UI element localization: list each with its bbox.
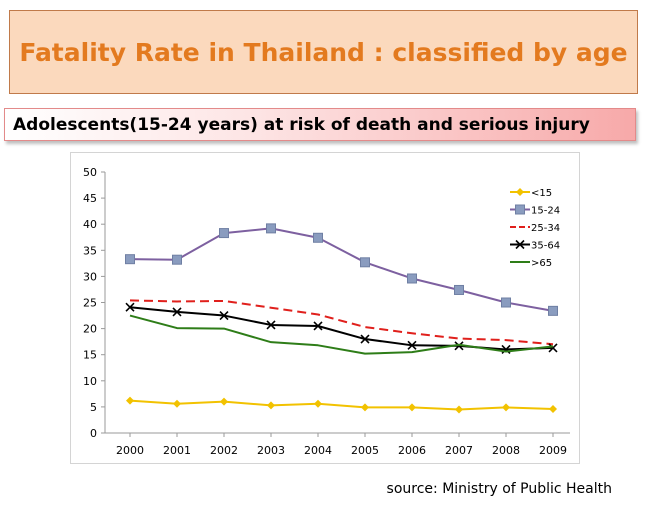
data-point xyxy=(313,232,323,243)
data-point xyxy=(125,302,135,312)
data-point xyxy=(126,396,134,405)
data-point xyxy=(266,320,276,330)
x-tick-label: 2003 xyxy=(257,444,285,457)
y-tick-label: 25 xyxy=(83,297,97,310)
x-tick-label: 2009 xyxy=(539,444,567,457)
data-point xyxy=(267,401,275,410)
data-point xyxy=(173,399,181,408)
y-tick-label: 50 xyxy=(83,166,97,179)
y-tick-label: 45 xyxy=(83,192,97,205)
x-tick-label: 2006 xyxy=(398,444,426,457)
page-title: Fatality Rate in Thailand : classified b… xyxy=(19,37,628,67)
data-point xyxy=(407,273,417,284)
y-tick-label: 5 xyxy=(90,401,97,414)
x-tick-label: 2008 xyxy=(492,444,520,457)
data-point xyxy=(408,403,416,412)
data-point xyxy=(454,341,464,351)
data-point xyxy=(360,334,370,344)
data-point xyxy=(220,397,228,406)
source-note: source: Ministry of Public Health xyxy=(386,481,612,497)
series-0 xyxy=(126,396,557,414)
line-chart: 0 5 10 15 20 25 30 35 40 45 50 2000 2001 2002 2003 2004… xyxy=(83,166,570,457)
x-tick-label: 2007 xyxy=(445,444,473,457)
data-point xyxy=(548,343,558,353)
data-point xyxy=(455,405,463,414)
title-banner: Fatality Rate in Thailand : classified b… xyxy=(9,10,638,94)
data-point xyxy=(125,254,135,265)
legend-label: <15 xyxy=(531,188,552,199)
y-tick-label: 40 xyxy=(83,218,97,231)
data-point xyxy=(407,340,417,350)
subtitle-banner: Adolescents(15-24 years) at risk of deat… xyxy=(4,108,636,141)
chart-frame xyxy=(70,152,580,464)
legend-label: 15-24 xyxy=(531,206,560,217)
x-tick-label: 2001 xyxy=(163,444,191,457)
series-line xyxy=(129,227,554,312)
data-point xyxy=(516,188,524,196)
series-line xyxy=(129,399,554,411)
data-point xyxy=(172,254,182,265)
series-line xyxy=(129,314,554,355)
page-subtitle: Adolescents(15-24 years) at risk of deat… xyxy=(13,114,590,135)
legend: <15 15-24 25-34 35-64 >65 xyxy=(510,188,560,269)
data-point xyxy=(266,223,276,234)
series-line xyxy=(129,299,554,346)
y-tick-label: 10 xyxy=(83,375,97,388)
data-point xyxy=(454,284,464,295)
data-point xyxy=(314,399,322,408)
data-point xyxy=(548,305,558,316)
x-tick-label: 2004 xyxy=(304,444,332,457)
data-point xyxy=(515,239,525,250)
data-point xyxy=(219,228,229,239)
y-tick-label: 15 xyxy=(83,349,97,362)
y-tick-label: 30 xyxy=(83,270,97,283)
legend-label: 25-34 xyxy=(531,223,560,234)
y-tick-label: 35 xyxy=(83,244,97,257)
series-1 xyxy=(125,223,558,316)
x-tick-label: 2005 xyxy=(351,444,379,457)
x-tick-label: 2000 xyxy=(116,444,144,457)
legend-label: 35-64 xyxy=(531,241,560,252)
legend-label: >65 xyxy=(531,258,552,269)
data-point xyxy=(502,403,510,412)
data-point xyxy=(313,321,323,331)
data-point xyxy=(501,297,511,308)
data-point xyxy=(360,257,370,268)
y-tick-label: 0 xyxy=(90,427,97,440)
data-point xyxy=(219,310,229,321)
data-point xyxy=(361,403,369,412)
data-point xyxy=(515,204,525,215)
data-point xyxy=(549,404,557,413)
y-tick-label: 20 xyxy=(83,323,97,336)
series-2 xyxy=(129,299,554,346)
data-point xyxy=(172,307,182,317)
x-tick-label: 2002 xyxy=(210,444,238,457)
series-4 xyxy=(129,314,554,355)
